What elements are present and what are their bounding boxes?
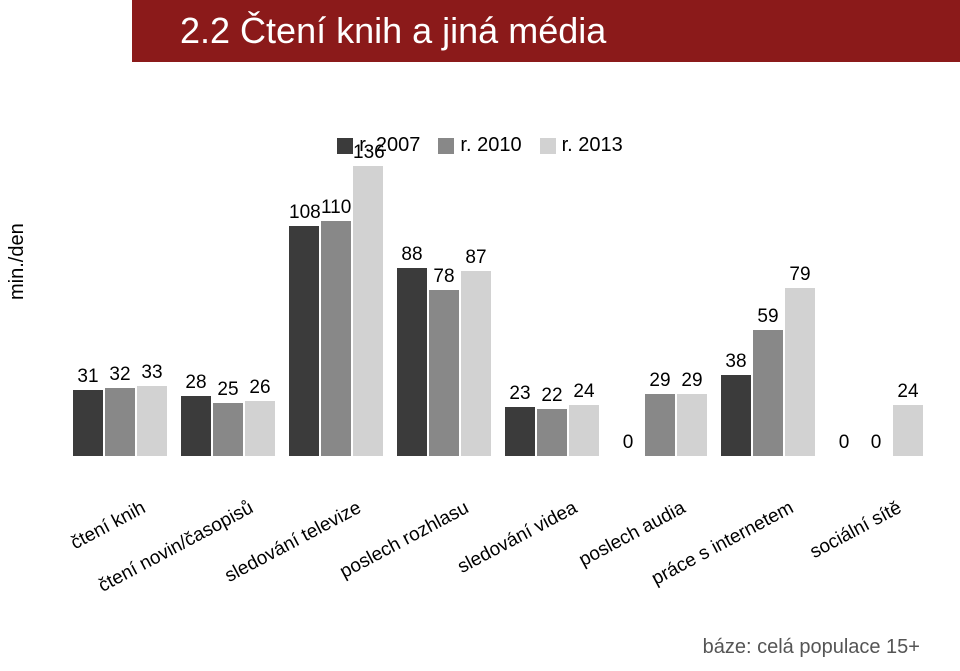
bar-value-label: 31	[73, 366, 103, 388]
bar: 38	[721, 375, 751, 456]
chart-title: 2.2 Čtení knih a jiná média	[180, 10, 606, 52]
bar-value-label: 79	[785, 264, 815, 286]
x-axis: čtení knihčtení novin/časopisůsledování …	[68, 460, 928, 630]
title-bar: 2.2 Čtení knih a jiná média	[132, 0, 960, 62]
bar-value-label: 23	[505, 383, 535, 405]
bar-group: 0024	[829, 405, 923, 456]
bar-group: 887887	[397, 268, 491, 456]
legend-swatch	[438, 138, 454, 154]
bar-value-label: 88	[397, 244, 427, 266]
legend-label: r. 2010	[460, 134, 521, 157]
bar-value-label: 0	[829, 432, 859, 454]
bar: 24	[569, 405, 599, 456]
bar-value-label: 59	[753, 306, 783, 328]
bar-group: 108110136	[289, 166, 383, 456]
bar: 78	[429, 290, 459, 456]
bar-value-label: 110	[321, 197, 351, 219]
legend-item: r. 2013	[540, 134, 623, 157]
footer-note: báze: celá populace 15+	[703, 636, 920, 659]
bar-value-label: 26	[245, 377, 275, 399]
bar-value-label: 0	[861, 432, 891, 454]
bar-value-label: 108	[289, 202, 319, 224]
bar: 28	[181, 396, 211, 456]
bar-group: 313233	[73, 386, 167, 456]
bar: 88	[397, 268, 427, 456]
bar-value-label: 22	[537, 385, 567, 407]
bar-value-label: 29	[677, 370, 707, 392]
bar-value-label: 25	[213, 379, 243, 401]
bar-value-label: 136	[353, 142, 383, 164]
x-axis-label: sledování videa	[454, 497, 581, 578]
bar: 24	[893, 405, 923, 456]
legend-swatch	[337, 138, 353, 154]
bar: 108	[289, 226, 319, 456]
bar: 59	[753, 330, 783, 456]
bar-group: 232224	[505, 405, 599, 456]
bar: 25	[213, 403, 243, 456]
bar-value-label: 0	[613, 432, 643, 454]
bar: 26	[245, 401, 275, 456]
bar: 33	[137, 386, 167, 456]
bar-value-label: 87	[461, 247, 491, 269]
bar-value-label: 78	[429, 266, 459, 288]
x-axis-label: sociální sítě	[806, 497, 905, 564]
bar: 110	[321, 221, 351, 456]
bar-value-label: 38	[721, 351, 751, 373]
bar-group: 282526	[181, 396, 275, 456]
legend-label: r. 2013	[562, 134, 623, 157]
bar: 32	[105, 388, 135, 456]
bar: 136	[353, 166, 383, 456]
legend: r. 2007r. 2010r. 2013	[0, 134, 960, 157]
bar: 23	[505, 407, 535, 456]
bar: 31	[73, 390, 103, 456]
legend-swatch	[540, 138, 556, 154]
bar-value-label: 24	[893, 381, 923, 403]
legend-item: r. 2010	[438, 134, 521, 157]
bar-chart: 3132332825261081101368878872322240292938…	[68, 166, 928, 456]
bar-value-label: 32	[105, 364, 135, 386]
bar-value-label: 29	[645, 370, 675, 392]
y-axis-label: min./den	[6, 223, 29, 300]
bar-value-label: 28	[181, 372, 211, 394]
bar: 29	[645, 394, 675, 456]
bar: 22	[537, 409, 567, 456]
bar: 79	[785, 288, 815, 456]
bar: 87	[461, 271, 491, 457]
x-axis-label: čtení knih	[67, 497, 149, 555]
bar-value-label: 33	[137, 362, 167, 384]
bar-group: 385979	[721, 288, 815, 456]
bar: 29	[677, 394, 707, 456]
bar-value-label: 24	[569, 381, 599, 403]
bar-group: 02929	[613, 394, 707, 456]
